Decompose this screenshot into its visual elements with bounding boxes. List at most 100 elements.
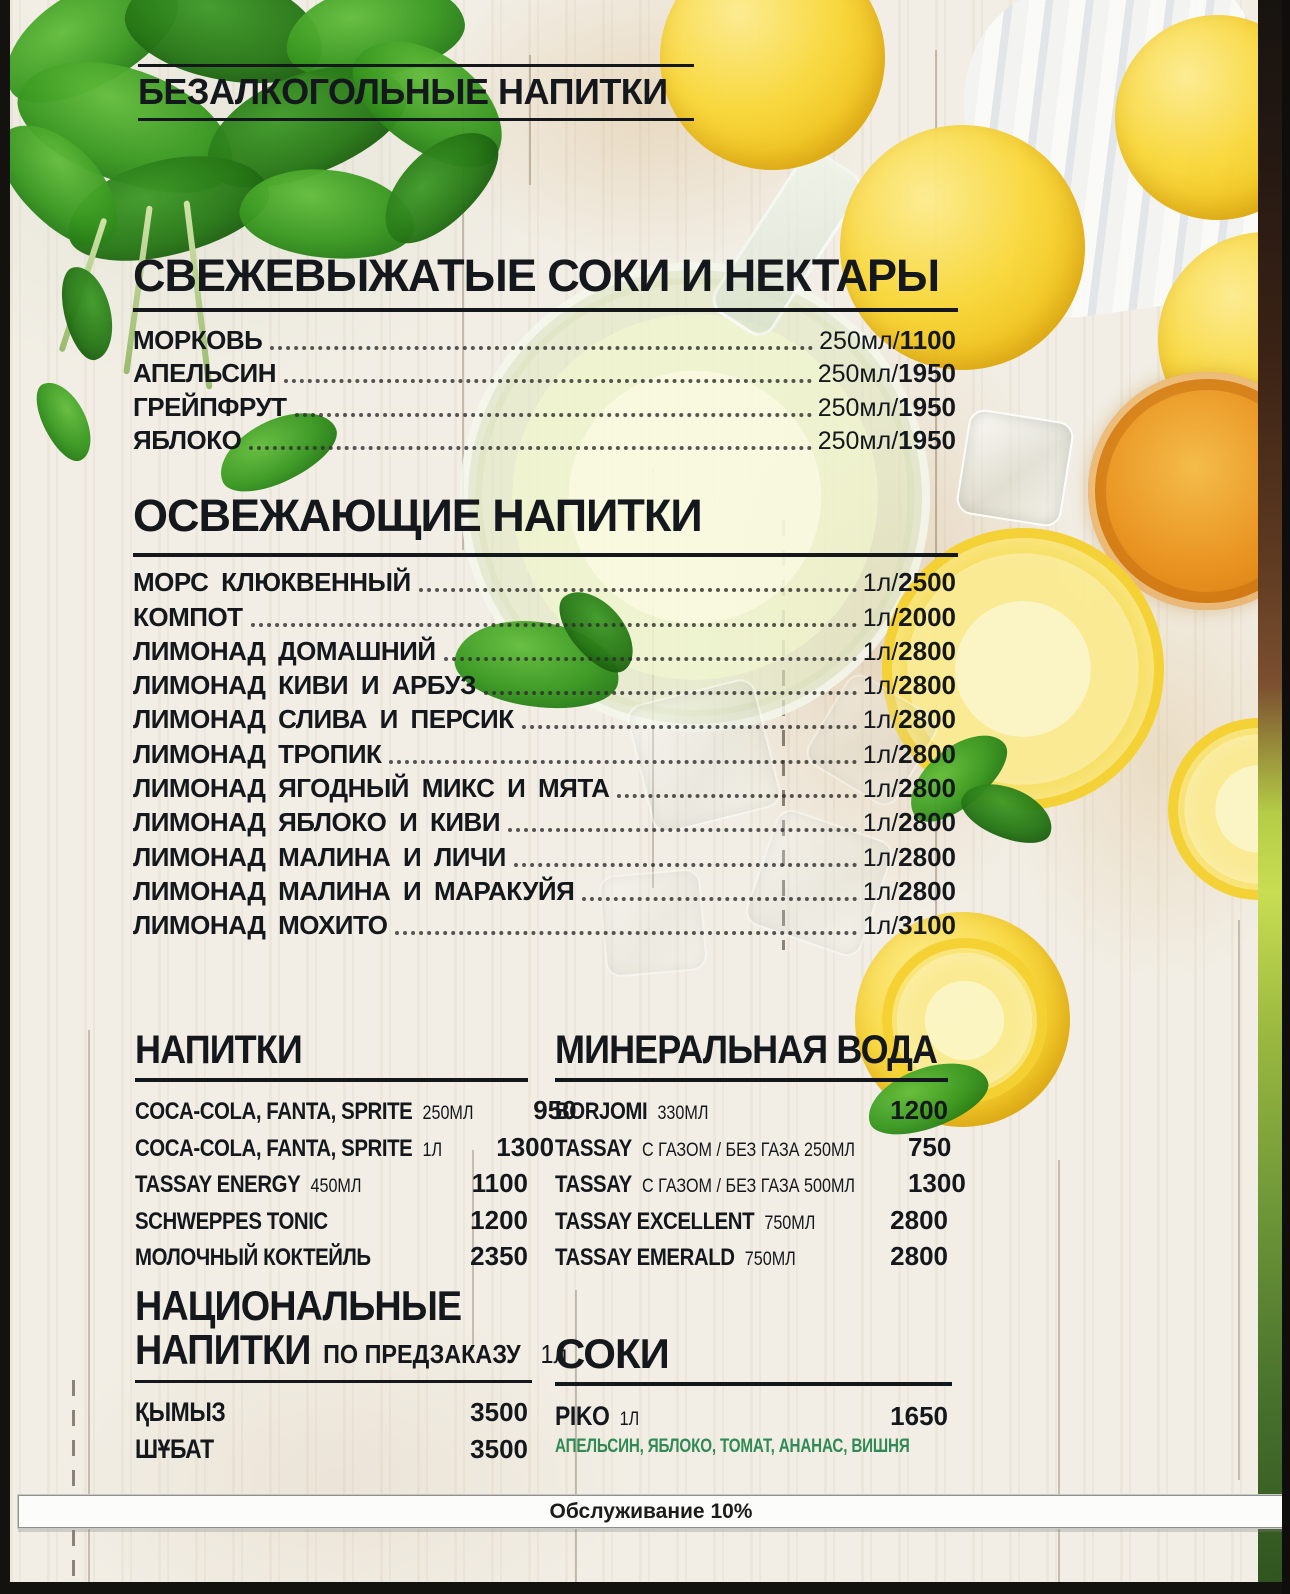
menu-item-row: МОЛОЧНЫЙ КОКТЕЙЛЬ 2350 [135, 1236, 528, 1272]
item-unit: 1л/ [862, 877, 899, 906]
item-unit: 1л/ [862, 809, 899, 838]
item-name: ЛИМОНАД ЯБЛОКО И КИВИ [133, 807, 501, 838]
item-price: 2800 [890, 1240, 948, 1271]
wood-seam [472, 1150, 474, 1350]
item-left: SCHWEPPES TONIC [135, 1208, 338, 1236]
menu-item-row: ЛИМОНАД СЛИВА И ПЕРСИК 1л/2800 [133, 701, 956, 735]
item-size: 1Л [619, 1409, 640, 1430]
menu-item-row: ГРЕЙПФРУТ 250мл/1950 [133, 389, 956, 423]
item-name: PIKO [555, 1401, 610, 1431]
item-price-value: 2800 [898, 704, 956, 735]
item-left: BORJOMI 330МЛ [555, 1098, 708, 1126]
item-price: 1л/3100 [863, 910, 956, 941]
menu-item-row: TASSAY ENERGY 450МЛ 1100 [135, 1163, 528, 1199]
menu-item-row: BORJOMI 330МЛ 1200 [555, 1090, 948, 1126]
menu-item-row: ЛИМОНАД ЯГОДНЫЙ МИКС И МЯТА 1л/2800 [133, 770, 956, 804]
item-size: С ГАЗОМ / БЕЗ ГАЗА 250МЛ [642, 1139, 855, 1161]
item-size: 450МЛ [310, 1176, 362, 1198]
item-price: 1л/2800 [863, 670, 956, 701]
wood-seam [88, 1030, 90, 1582]
item-left: TASSAY ENERGY 450МЛ [135, 1171, 361, 1199]
item-name: COCA-COLA, FANTA, SPRITE [135, 1098, 413, 1126]
menu-item-row: PIKO 1Л 1650 [555, 1394, 948, 1432]
lemon-photo [840, 125, 1085, 370]
juices-list: PIKO 1Л 1650 [555, 1394, 948, 1432]
item-name: ШҰБАТ [135, 1433, 214, 1464]
menu-item-row: ЛИМОНАД МАЛИНА И МАРАКУЙЯ 1л/2800 [133, 873, 956, 907]
section-title-national-line2: НАПИТКИ ПО ПРЕДЗАКАЗУ 1л [135, 1326, 567, 1374]
item-price: 1л/2800 [863, 842, 956, 873]
dot-leader [443, 656, 857, 661]
item-unit: 1л/ [862, 637, 899, 666]
item-name: ЛИМОНАД МАЛИНА И ЛИЧИ [133, 841, 506, 872]
section-title-juices: СОКИ [555, 1330, 670, 1377]
item-price: 1л/2800 [863, 636, 956, 667]
mineral-water-list: BORJOMI 330МЛ 1200 TASSAY С ГАЗОМ / БЕЗ ГА… [555, 1090, 966, 1272]
item-name: ЯБЛОКО [133, 425, 242, 456]
item-name: BORJOMI [555, 1098, 648, 1126]
item-price-value: 2000 [898, 601, 956, 632]
menu-item-row: ҚЫМЫЗ 3500 [135, 1392, 528, 1428]
item-unit: 1л/ [862, 775, 899, 804]
menu-item-row: КОМПОТ 1л/2000 [133, 598, 956, 632]
item-price-value: 2500 [898, 567, 956, 598]
menu-item-row: ЛИМОНАД КИВИ И АРБУЗ 1л/2800 [133, 667, 956, 701]
menu-item-row: ЛИМОНАД ДОМАШНИЙ 1л/2800 [133, 633, 956, 667]
item-name: ЛИМОНАД МАЛИНА И МАРАКУЙЯ [133, 875, 575, 906]
item-price: 1л/2800 [863, 876, 956, 907]
item-price: 1л/2800 [863, 773, 956, 804]
menu-item-row: ЯБЛОКО 250мл/1950 [133, 423, 956, 457]
dot-leader [513, 862, 857, 867]
item-price-value: 1950 [898, 391, 956, 422]
item-left: ШҰБАТ [135, 1434, 214, 1465]
dot-leader [395, 931, 857, 936]
wood-seam [462, 80, 464, 550]
item-price: 1л/2500 [863, 567, 956, 598]
item-price: 2800 [890, 1204, 948, 1235]
item-name: ЛИМОНАД ТРОПИК [133, 738, 382, 769]
section-underline [135, 1078, 528, 1082]
menu-item-row: МОРКОВЬ 250мл/1100 [133, 322, 956, 356]
item-price: 1л/2800 [863, 704, 956, 735]
section-underline [555, 1078, 948, 1082]
item-unit: 250мл/ [819, 326, 900, 355]
fresh-juices-list: МОРКОВЬ 250мл/1100 АПЕЛЬСИН 250мл/1950 Г… [133, 322, 956, 456]
item-price-value: 2800 [898, 635, 956, 666]
menu-item-row: ЛИМОНАД МАЛИНА И ЛИЧИ 1л/2800 [133, 838, 956, 872]
item-size: С ГАЗОМ / БЕЗ ГАЗА 500МЛ [642, 1176, 855, 1198]
item-unit: 1л/ [862, 843, 899, 872]
item-name: ЛИМОНАД ДОМАШНИЙ [133, 635, 436, 666]
menu-item-row: АПЕЛЬСИН 250мл/1950 [133, 356, 956, 390]
item-price: 3500 [470, 1397, 528, 1428]
item-left: TASSAY EXCELLENT 750МЛ [555, 1208, 815, 1236]
frame-bottom-edge [0, 1582, 1290, 1594]
item-unit: 1л/ [862, 672, 899, 701]
item-name: COCA-COLA, FANTA, SPRITE [135, 1134, 413, 1162]
item-price: 950 [533, 1095, 577, 1126]
menu-item-row: ЛИМОНАД ТРОПИК 1л/2800 [133, 735, 956, 769]
page-header: БЕЗАЛКОГОЛЬНЫЕ НАПИТКИ [138, 64, 694, 121]
menu-item-row: COCA-COLA, FANTA, SPRITE 250МЛ 950 [135, 1090, 577, 1126]
frame-right-edge [1282, 0, 1290, 1594]
menu-item-row: TASSAY EMERALD 750МЛ 2800 [555, 1236, 948, 1272]
item-price: 1л/2800 [863, 739, 956, 770]
dot-leader [508, 828, 857, 833]
dot-leader [389, 759, 857, 764]
preorder-note: ПО ПРЕДЗАКАЗУ [323, 1339, 521, 1369]
item-unit: 1л/ [862, 603, 899, 632]
menu-item-row: SCHWEPPES TONIC 1200 [135, 1199, 528, 1235]
national-list: ҚЫМЫЗ 3500 ШҰБАТ 3500 [135, 1392, 528, 1465]
wood-seam [1058, 1160, 1060, 1582]
item-name: ЛИМОНАД ЯГОДНЫЙ МИКС И МЯТА [133, 773, 610, 804]
item-unit: 1л/ [862, 706, 899, 735]
dot-leader [294, 412, 812, 417]
item-price: 1650 [890, 1401, 948, 1431]
item-name: ЛИМОНАД КИВИ И АРБУЗ [133, 670, 476, 701]
item-price: 2350 [470, 1240, 528, 1271]
menu-item-row: TASSAY EXCELLENT 750МЛ 2800 [555, 1199, 948, 1235]
section-title-refreshing: ОСВЕЖАЮЩИЕ НАПИТКИ [133, 490, 703, 541]
item-left: ҚЫМЫЗ [135, 1397, 226, 1428]
section-underline [133, 308, 958, 312]
item-name: КОМПОТ [133, 601, 243, 632]
section-title-fresh-juices: СВЕЖЕВЫЖАТЫЕ СОКИ И НЕКТАРЫ [133, 250, 940, 301]
